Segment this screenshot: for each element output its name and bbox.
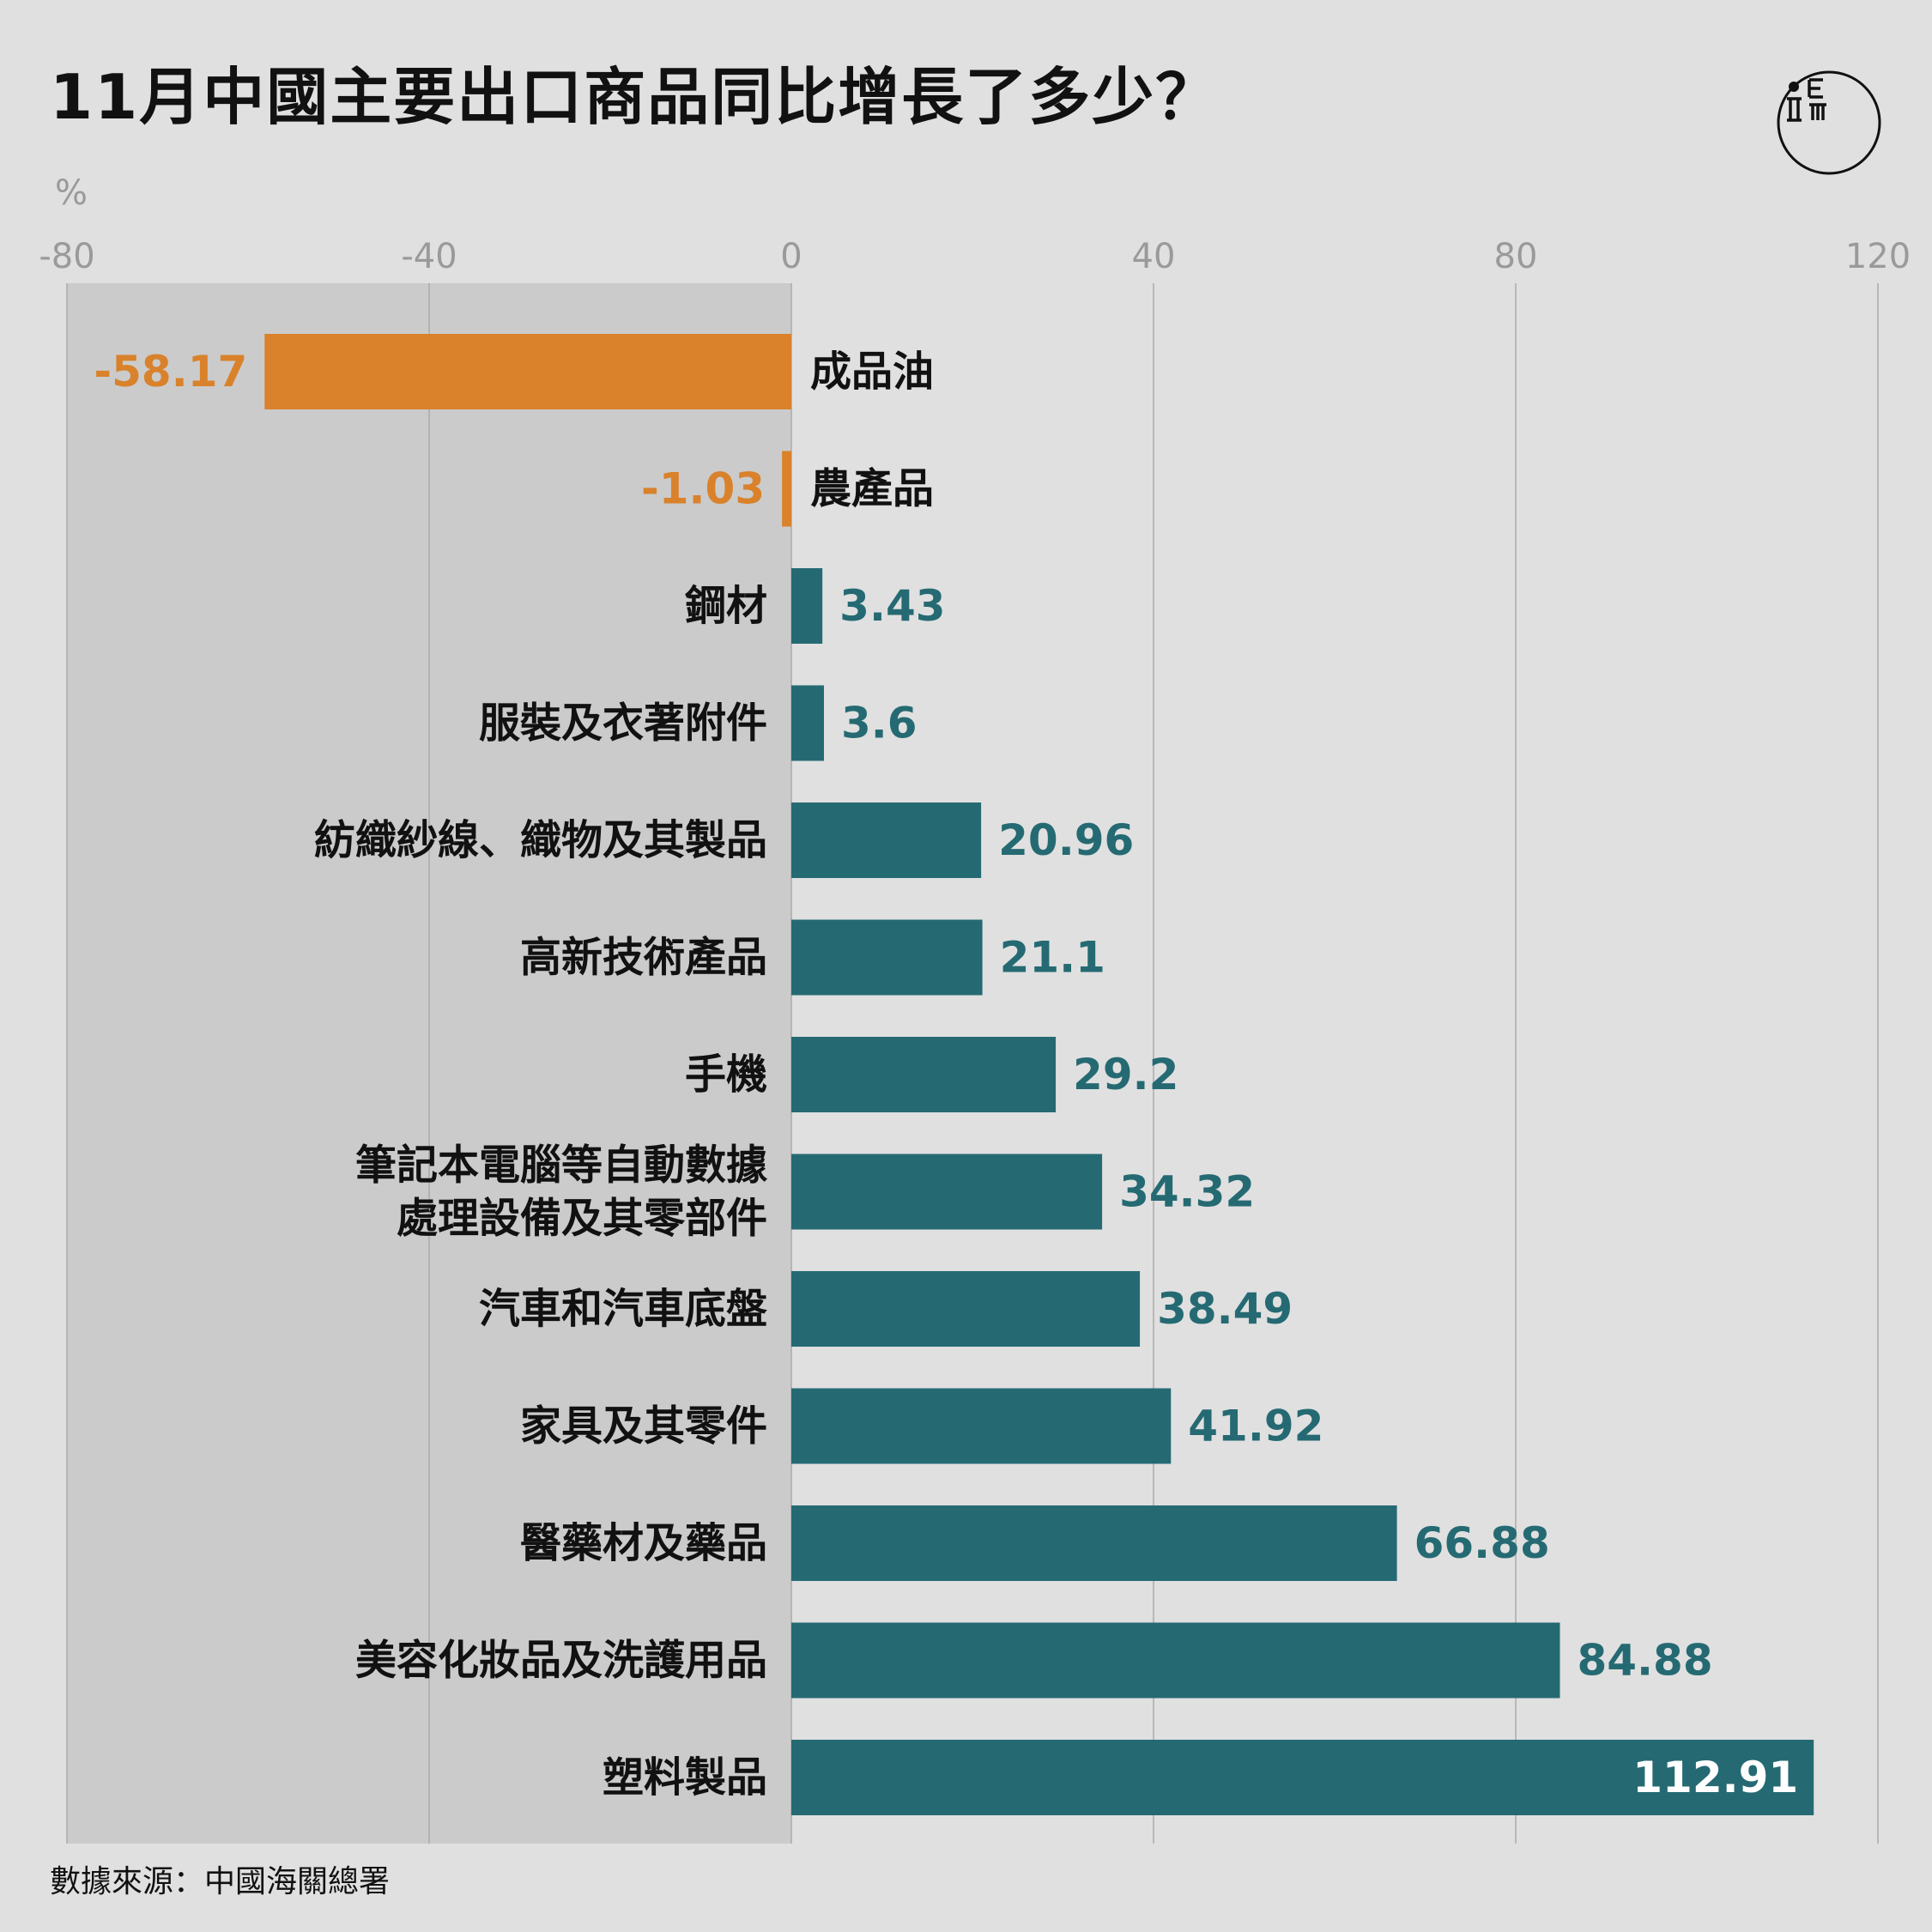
x-tick-label: 120 (1845, 237, 1911, 276)
bar (791, 802, 982, 878)
category-label: 醫藥材及藥品 (520, 1519, 767, 1567)
bar (791, 1622, 1560, 1699)
bar (791, 1271, 1141, 1347)
source-note: 數據來源：中國海關總署 (50, 1864, 391, 1899)
value-label: 66.88 (1414, 1518, 1550, 1568)
bar (791, 1154, 1103, 1230)
bar (782, 451, 791, 527)
category-label: 鋼材 (685, 582, 767, 630)
category-label: 服裝及衣著附件 (479, 700, 767, 748)
category-label: 塑料製品 (603, 1753, 767, 1802)
bar (791, 568, 823, 644)
bar (791, 1505, 1397, 1581)
category-label: 美容化妝品及洗護用品 (355, 1637, 767, 1685)
value-label: 3.6 (841, 699, 918, 748)
category-label: 紡織紗線、織物及其製品 (314, 816, 767, 864)
category-label: 汽車和汽車底盤 (479, 1285, 767, 1333)
unit-label: % (55, 173, 88, 213)
value-label: 112.91 (1632, 1753, 1798, 1802)
value-label: 20.96 (998, 815, 1134, 865)
bar (264, 334, 791, 409)
x-tick-label: -40 (401, 237, 457, 276)
category-label: 家具及其零件 (520, 1402, 767, 1451)
value-label: -58.17 (94, 347, 247, 397)
value-label: -1.03 (641, 464, 765, 514)
bar (791, 919, 983, 996)
category-label: 處理設備及其零部件 (397, 1195, 767, 1243)
category-label: 農產品 (810, 465, 934, 513)
category-label: 手機 (685, 1051, 767, 1099)
category-label: 成品油 (810, 348, 934, 396)
category-label: 筆記本電腦等自動數據 (355, 1142, 768, 1190)
x-tick-label: -80 (39, 237, 94, 276)
bar (791, 1037, 1057, 1112)
chart-title: 11月中國主要出口商品同比增長了多少？ (50, 61, 1220, 133)
bar (791, 1388, 1172, 1464)
value-label: 38.49 (1157, 1284, 1293, 1334)
value-label: 34.32 (1119, 1167, 1255, 1217)
value-label: 29.2 (1073, 1050, 1178, 1099)
value-label: 41.92 (1188, 1402, 1323, 1451)
x-tick-label: 80 (1494, 237, 1538, 276)
bar (791, 1740, 1814, 1815)
value-label: 84.88 (1577, 1636, 1712, 1686)
value-label: 21.1 (1000, 933, 1105, 983)
x-tick-label: 0 (780, 237, 802, 276)
x-tick-label: 40 (1132, 237, 1176, 276)
initium-logo-icon (1777, 70, 1881, 175)
value-label: 3.43 (839, 581, 945, 631)
bar (791, 685, 824, 761)
category-label: 高新技術產品 (520, 934, 767, 982)
